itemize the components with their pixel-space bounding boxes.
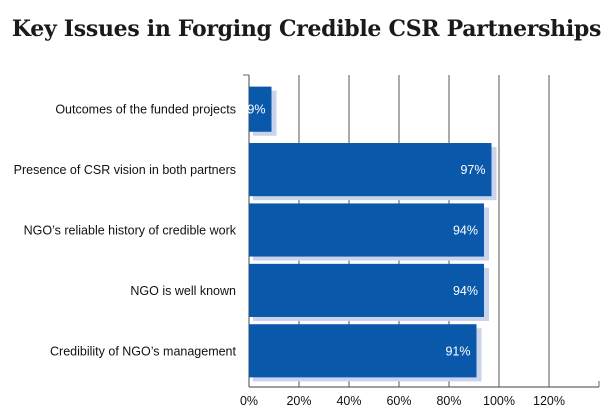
x-tick-label: 0% [240,394,258,408]
x-tick-label: 120% [533,394,565,408]
bar [249,203,484,257]
bar-value-label: 94% [453,224,478,238]
x-tick-label: 40% [336,394,361,408]
bar [249,86,272,132]
bar-value-label: 91% [445,344,470,358]
category-label: NGO’s reliable history of credible work [24,224,237,238]
x-axis: 0% 20% 40% 60% 80% 100% 120% [240,381,600,408]
bar-value-label: 97% [460,163,485,177]
category-label: Credibility of NGO’s management [50,344,236,358]
category-label: Outcomes of the funded projects [55,103,236,117]
bars: 9% 97% 94% 94% 91% [247,86,497,382]
x-tick-label: 20% [286,394,311,408]
x-tick-label: 80% [436,394,461,408]
bar-value-label: 94% [453,284,478,298]
category-label: NGO is well known [130,284,236,298]
x-tick-label: 60% [386,394,411,408]
bar [249,143,492,197]
category-labels: Outcomes of the funded projects Presence … [14,103,237,359]
bar [249,324,477,378]
bar-value-label: 9% [247,103,265,117]
category-label: Presence of CSR vision in both partners [14,163,236,177]
x-tick-label: 100% [483,394,515,408]
chart-title: Key Issues in Forging Credible CSR Partn… [11,16,602,42]
bar [249,263,484,317]
